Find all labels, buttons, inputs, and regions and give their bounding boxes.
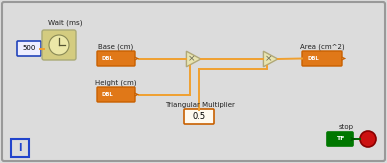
- FancyBboxPatch shape: [2, 2, 385, 161]
- Polygon shape: [264, 51, 278, 67]
- FancyBboxPatch shape: [42, 30, 76, 60]
- Text: DBL: DBL: [307, 56, 319, 61]
- FancyBboxPatch shape: [327, 132, 353, 146]
- FancyBboxPatch shape: [11, 139, 29, 157]
- Text: Height (cm): Height (cm): [95, 80, 137, 86]
- FancyBboxPatch shape: [302, 51, 342, 66]
- Text: 0.5: 0.5: [192, 112, 205, 121]
- Text: Wait (ms): Wait (ms): [48, 20, 82, 26]
- Text: ×: ×: [265, 54, 273, 64]
- Text: Base (cm): Base (cm): [98, 44, 134, 50]
- Polygon shape: [187, 51, 201, 67]
- FancyBboxPatch shape: [184, 109, 214, 124]
- Circle shape: [360, 131, 376, 147]
- Text: Area (cm^2): Area (cm^2): [300, 44, 344, 50]
- FancyBboxPatch shape: [17, 41, 41, 56]
- FancyBboxPatch shape: [97, 51, 135, 66]
- FancyBboxPatch shape: [97, 87, 135, 102]
- Text: DBL: DBL: [102, 56, 114, 61]
- Text: stop: stop: [339, 124, 353, 130]
- Text: Triangular Multiplier: Triangular Multiplier: [165, 102, 235, 108]
- Text: TF: TF: [336, 136, 344, 141]
- Text: ×: ×: [188, 54, 196, 64]
- Text: I: I: [18, 143, 22, 153]
- Text: 500: 500: [22, 45, 36, 52]
- Circle shape: [49, 35, 69, 55]
- Text: DBL: DBL: [102, 92, 114, 97]
